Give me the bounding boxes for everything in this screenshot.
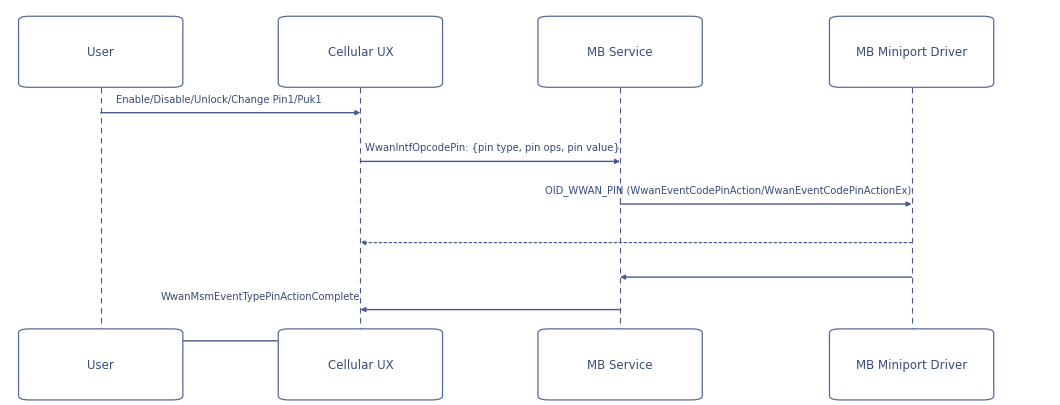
Text: Cellular UX: Cellular UX — [328, 358, 393, 371]
Text: Enable/Disable/Unlock/Change Pin1/Puk1: Enable/Disable/Unlock/Change Pin1/Puk1 — [116, 94, 321, 104]
FancyBboxPatch shape — [18, 17, 182, 88]
Text: OID_WWAN_PIN (WwanEventCodePinAction/WwanEventCodePinActionEx): OID_WWAN_PIN (WwanEventCodePinAction/Wwa… — [545, 185, 912, 196]
FancyBboxPatch shape — [537, 329, 702, 400]
Text: User: User — [87, 358, 114, 371]
Text: Cellular UX: Cellular UX — [328, 46, 393, 59]
Text: User: User — [87, 46, 114, 59]
FancyBboxPatch shape — [278, 329, 443, 400]
Text: WwanMsmEventTypePinActionComplete: WwanMsmEventTypePinActionComplete — [161, 291, 360, 301]
FancyBboxPatch shape — [18, 329, 182, 400]
Text: MB Miniport Driver: MB Miniport Driver — [856, 358, 967, 371]
Text: MB Service: MB Service — [587, 358, 653, 371]
Text: MB Service: MB Service — [587, 46, 653, 59]
Text: MB Miniport Driver: MB Miniport Driver — [856, 46, 967, 59]
Text: WwanIntfOpcodePin: {pin type, pin ops, pin value}: WwanIntfOpcodePin: {pin type, pin ops, p… — [366, 143, 620, 153]
FancyBboxPatch shape — [537, 17, 702, 88]
FancyBboxPatch shape — [829, 329, 994, 400]
FancyBboxPatch shape — [278, 17, 443, 88]
FancyBboxPatch shape — [829, 17, 994, 88]
